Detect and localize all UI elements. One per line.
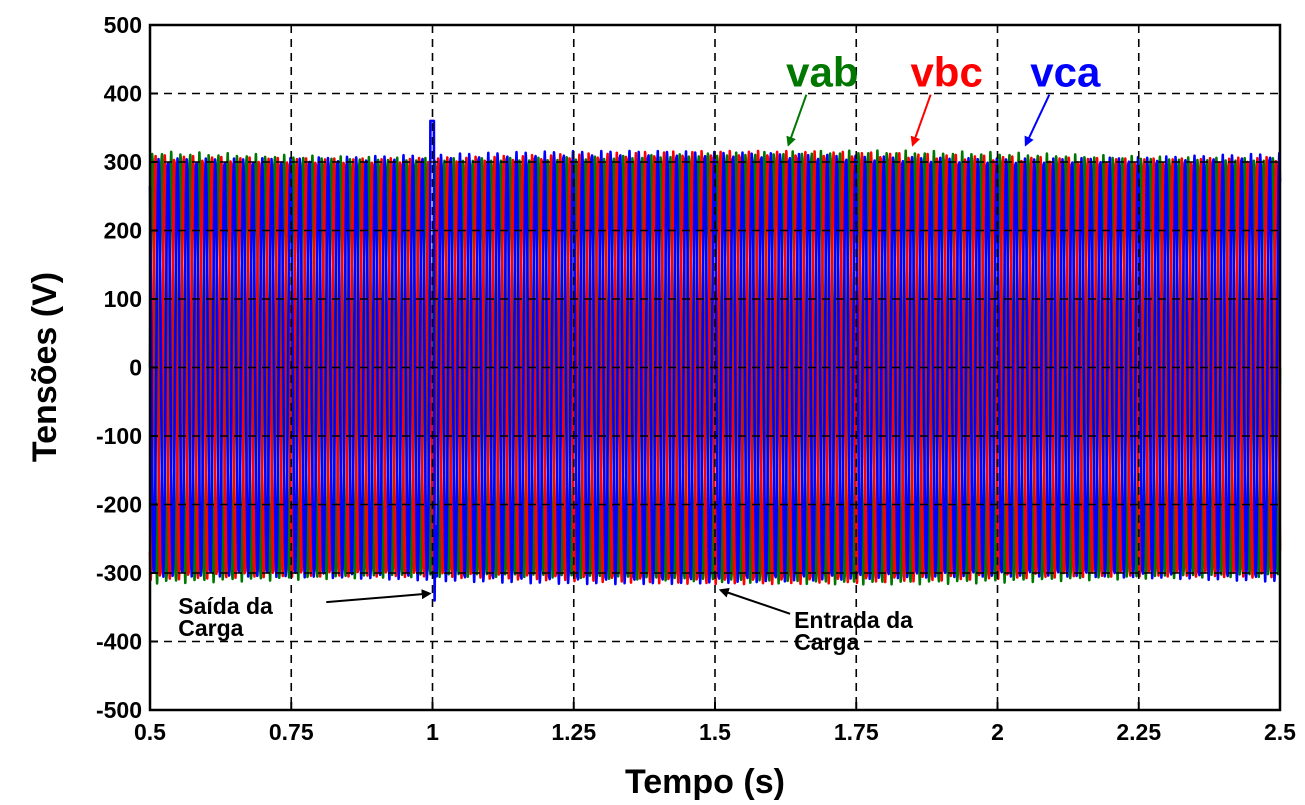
annotation-text: Entrada da bbox=[794, 607, 913, 633]
series-arrow-vab bbox=[786, 94, 808, 147]
y-tick-label: 100 bbox=[104, 286, 142, 312]
x-tick-label: 0.75 bbox=[269, 719, 314, 745]
annotation-arrow bbox=[326, 589, 432, 604]
waveform-layer bbox=[148, 119, 1282, 602]
y-tick-label: 500 bbox=[104, 12, 142, 38]
y-tick-label: -500 bbox=[96, 697, 142, 723]
annotation-text: Carga bbox=[794, 629, 859, 655]
series-arrow-vbc bbox=[910, 94, 932, 147]
series-label-vca: vca bbox=[1030, 49, 1101, 96]
x-tick-label: 1.5 bbox=[699, 719, 731, 745]
x-tick-label: 1.25 bbox=[551, 719, 596, 745]
y-tick-label: 0 bbox=[129, 355, 142, 381]
x-tick-label: 2 bbox=[991, 719, 1004, 745]
y-tick-label: 400 bbox=[104, 81, 142, 107]
x-tick-label: 2.25 bbox=[1116, 719, 1161, 745]
series-arrow-vca bbox=[1024, 94, 1051, 147]
series-labels: vab vbc vca bbox=[786, 49, 1101, 147]
annotation-text: Saída da bbox=[178, 593, 273, 619]
x-tick-label: 1.75 bbox=[834, 719, 879, 745]
x-tick-label: 1 bbox=[426, 719, 439, 745]
y-tick-labels: 500 400 300 200 100 0 -100 -200 -300 -400 -500 bbox=[96, 12, 158, 723]
x-tick-label: 2.5 bbox=[1264, 719, 1296, 745]
y-axis-title: Tensões (V) bbox=[26, 272, 64, 462]
y-tick-label: -400 bbox=[96, 629, 142, 655]
series-label-vab: vab bbox=[786, 49, 858, 96]
grid-lines bbox=[150, 25, 1280, 710]
annotation-text: Carga bbox=[178, 615, 243, 641]
x-tick-labels: 0.5 0.75 1 1.25 1.5 1.75 2 2.25 2.5 bbox=[134, 702, 1296, 745]
y-tick-label: -300 bbox=[96, 560, 142, 586]
y-tick-label: -200 bbox=[96, 492, 142, 518]
annotation-arrow bbox=[718, 587, 791, 615]
x-tick-label: 0.5 bbox=[134, 719, 166, 745]
series-label-vbc: vbc bbox=[910, 49, 982, 96]
y-tick-label: -100 bbox=[96, 423, 142, 449]
series-line-vbc bbox=[148, 149, 1282, 586]
y-tick-label: 300 bbox=[104, 149, 142, 175]
y-tick-label: 200 bbox=[104, 218, 142, 244]
x-axis-title: Tempo (s) bbox=[625, 763, 785, 801]
